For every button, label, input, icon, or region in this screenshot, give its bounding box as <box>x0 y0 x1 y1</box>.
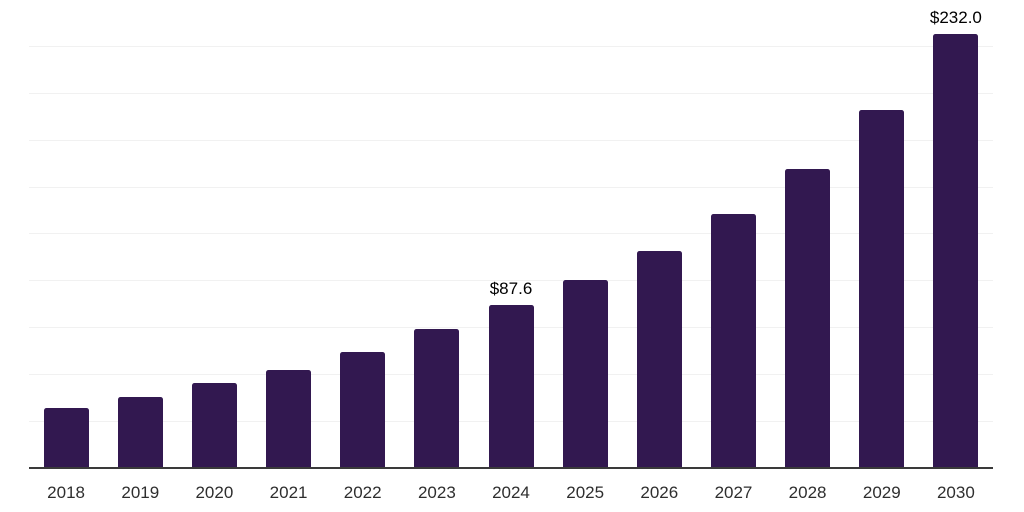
gridline-125 <box>29 233 993 234</box>
bar-2028 <box>785 168 831 469</box>
bar-2023 <box>414 329 460 469</box>
x-tick-2022: 2022 <box>343 483 382 502</box>
x-tick-2019: 2019 <box>121 483 160 502</box>
x-tick-2026: 2026 <box>640 483 679 502</box>
x-tick-2029: 2029 <box>862 483 901 502</box>
gridline-100 <box>29 280 993 281</box>
x-tick-2020: 2020 <box>195 483 234 502</box>
gridline-150 <box>29 187 993 188</box>
bar-2025 <box>562 280 608 469</box>
bar-2018 <box>43 408 89 469</box>
bar-2022 <box>340 351 386 469</box>
value-label-2024: $87.6 <box>489 278 533 298</box>
x-tick-2024: 2024 <box>492 483 530 502</box>
bar-2027 <box>711 213 756 469</box>
bar-2030 <box>933 33 979 469</box>
bar-2020 <box>191 382 237 469</box>
bar-2026 <box>636 251 682 469</box>
x-tick-2028: 2028 <box>788 483 827 502</box>
bar-2029 <box>859 110 905 469</box>
x-tick-2018: 2018 <box>47 483 85 502</box>
bar-2021 <box>266 369 311 469</box>
bar-2019 <box>117 396 163 469</box>
plot-area: $87.6 $232.0 <box>29 0 993 469</box>
x-tick-2027: 2027 <box>714 483 753 502</box>
x-tick-2030: 2030 <box>936 483 975 502</box>
gridline-225 <box>29 46 993 47</box>
x-tick-2021: 2021 <box>269 483 308 502</box>
value-label-2030: $232.0 <box>929 7 982 27</box>
x-tick-2025: 2025 <box>566 483 605 502</box>
x-axis-line <box>29 467 993 469</box>
gridline-200 <box>29 93 993 94</box>
bar-2024 <box>488 304 534 469</box>
gridline-175 <box>29 140 993 141</box>
x-axis-labels: 2018 2019 2020 2021 2022 2023 2024 2025 2026 2027… <box>29 483 993 507</box>
x-tick-2023: 2023 <box>417 483 456 502</box>
